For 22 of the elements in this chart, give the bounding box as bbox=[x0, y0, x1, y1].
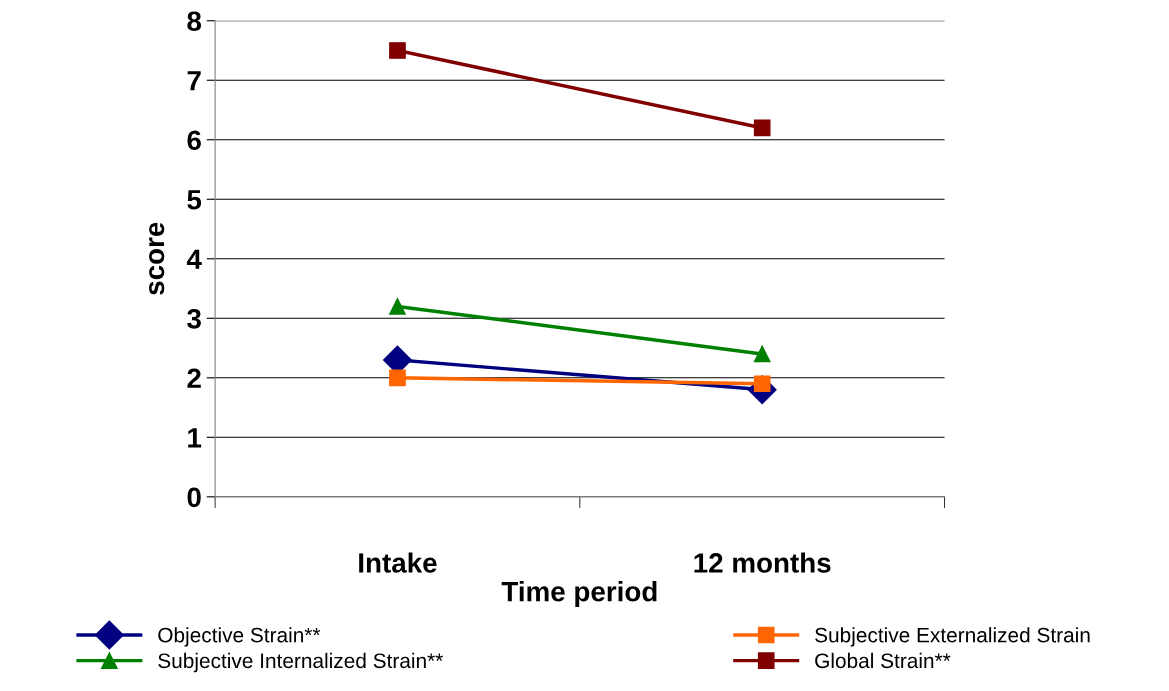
point bbox=[753, 119, 771, 137]
y-tick-label: 4 bbox=[186, 249, 202, 269]
legend-label: Objective Strain** bbox=[158, 627, 321, 647]
y-tick-label: 3 bbox=[187, 308, 201, 329]
point bbox=[389, 42, 406, 59]
x-tick-label: Intake bbox=[359, 552, 437, 573]
y-tick-label: 8 bbox=[187, 11, 202, 32]
y-tick-label: 5 bbox=[187, 190, 202, 210]
legend-label: Subjective Externalized Strain bbox=[815, 627, 1090, 647]
point bbox=[753, 345, 771, 363]
y-axis-title: score bbox=[149, 222, 165, 295]
point bbox=[389, 369, 406, 387]
legend-label: Global Strain** bbox=[815, 652, 951, 669]
y-tick-label: 7 bbox=[187, 71, 201, 91]
x-axis-title: Time period bbox=[501, 581, 657, 607]
x-tick-label: 12 months bbox=[694, 552, 831, 573]
point bbox=[389, 298, 406, 315]
y-tick-label: 6 bbox=[187, 130, 201, 151]
y-tick-label: 2 bbox=[187, 368, 201, 388]
y-tick-label: 0 bbox=[187, 487, 201, 508]
legend-label: Subjective Internalized Strain** bbox=[158, 652, 443, 673]
y-tick-label: 1 bbox=[188, 428, 202, 448]
